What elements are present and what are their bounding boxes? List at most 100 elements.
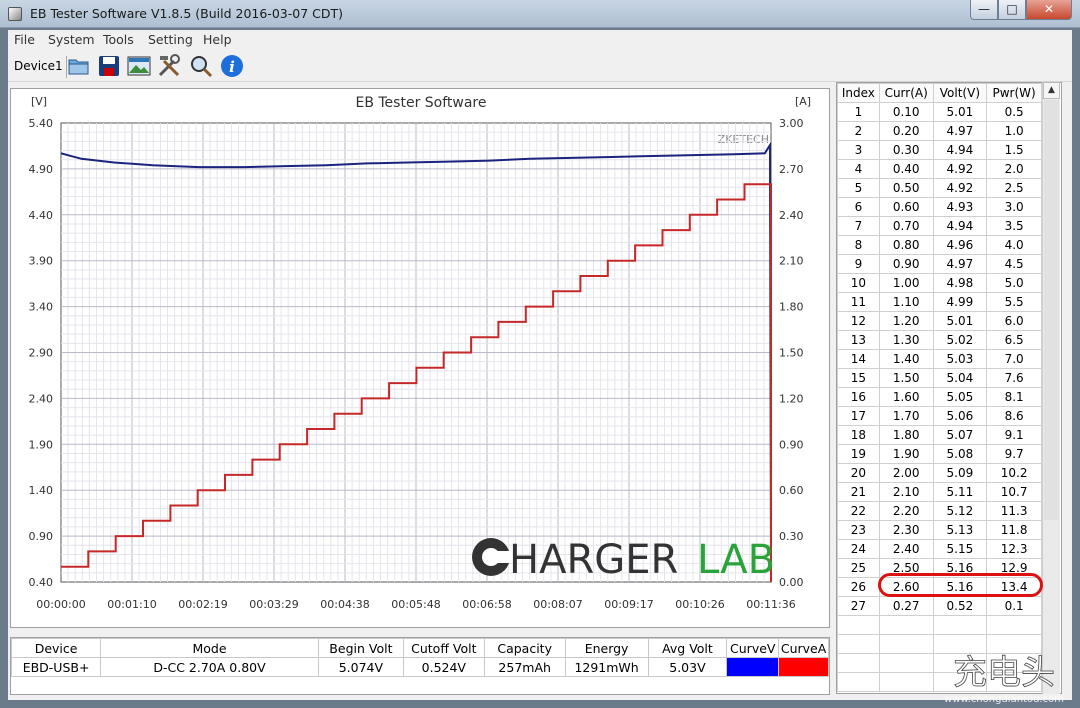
table-row[interactable]: 3 0.30 4.94 1.5 xyxy=(837,140,1042,160)
table-row[interactable]: 18 1.80 5.07 9.1 xyxy=(837,425,1042,445)
table-cell: 3.5 xyxy=(986,216,1042,236)
table-row[interactable]: 15 1.50 5.04 7.6 xyxy=(837,368,1042,388)
table-cell-empty xyxy=(986,672,1042,692)
window-title: EB Tester Software V1.8.5 (Build 2016-03… xyxy=(30,6,343,21)
menu-file[interactable]: File xyxy=(14,32,35,47)
table-cell: 2 xyxy=(837,121,880,141)
x-tick-label: 00:00:00 xyxy=(36,598,85,611)
table-cell: 1.20 xyxy=(878,311,934,331)
menu-help[interactable]: Help xyxy=(203,32,232,47)
table-row[interactable]: 27 0.27 0.52 0.1 xyxy=(837,596,1042,616)
table-row-empty xyxy=(837,672,1042,692)
chart-grid xyxy=(60,122,772,583)
table-cell: 5.07 xyxy=(932,425,988,445)
table-row[interactable]: 11 1.10 4.99 5.5 xyxy=(837,292,1042,312)
settings-tools-icon[interactable] xyxy=(156,53,182,79)
table-cell: 19 xyxy=(837,444,880,464)
table-row[interactable]: 21 2.10 5.11 10.7 xyxy=(837,482,1042,502)
table-cell: 5.09 xyxy=(932,463,988,483)
toolbar-separator xyxy=(66,56,67,78)
table-row[interactable]: 7 0.70 4.94 3.5 xyxy=(837,216,1042,236)
info-icon[interactable]: i xyxy=(219,53,245,79)
summary-value-cell: 5.03V xyxy=(647,657,728,677)
curve-a-color-swatch[interactable] xyxy=(778,657,829,677)
table-row[interactable]: 8 0.80 4.96 4.0 xyxy=(837,235,1042,255)
table-cell-empty xyxy=(878,653,934,673)
table-header-cell[interactable]: Pwr(W) xyxy=(986,83,1042,103)
table-row[interactable]: 22 2.20 5.12 11.3 xyxy=(837,501,1042,521)
table-cell: 24 xyxy=(837,539,880,559)
table-cell: 27 xyxy=(837,596,880,616)
table-cell: 2.00 xyxy=(878,463,934,483)
table-row[interactable]: 20 2.00 5.09 10.2 xyxy=(837,463,1042,483)
picture-icon[interactable] xyxy=(126,53,152,79)
table-cell: 2.0 xyxy=(986,159,1042,179)
x-tick-label: 00:10:26 xyxy=(675,598,724,611)
table-cell: 5.04 xyxy=(932,368,988,388)
toolbar: Device1 i xyxy=(8,50,1072,82)
table-scrollbar[interactable]: ▲ xyxy=(1042,82,1060,694)
table-row[interactable]: 6 0.60 4.93 3.0 xyxy=(837,197,1042,217)
open-icon[interactable] xyxy=(66,53,92,79)
table-row[interactable]: 19 1.90 5.08 9.7 xyxy=(837,444,1042,464)
table-cell: 4 xyxy=(837,159,880,179)
table-cell: 8.1 xyxy=(986,387,1042,407)
x-tick-label: 00:11:36 xyxy=(746,598,795,611)
table-cell: 5.03 xyxy=(932,349,988,369)
table-cell: 1.70 xyxy=(878,406,934,426)
scroll-thumb[interactable] xyxy=(1044,100,1059,520)
table-row[interactable]: 26 2.60 5.16 13.4 xyxy=(837,577,1042,597)
table-row[interactable]: 4 0.40 4.92 2.0 xyxy=(837,159,1042,179)
table-row[interactable]: 13 1.30 5.02 6.5 xyxy=(837,330,1042,350)
summary-header-cell: CurveV xyxy=(726,638,780,658)
summary-value-cell: D-CC 2.70A 0.80V xyxy=(100,657,319,677)
table-cell: 4.97 xyxy=(932,254,988,274)
zoom-icon[interactable] xyxy=(188,53,214,79)
y-right-tick-label: 3.00 xyxy=(779,117,804,130)
curve-v-color-swatch[interactable] xyxy=(726,657,780,677)
minimize-button[interactable]: — xyxy=(970,0,998,20)
table-row[interactable]: 16 1.60 5.05 8.1 xyxy=(837,387,1042,407)
table-cell: 7.0 xyxy=(986,349,1042,369)
table-row[interactable]: 23 2.30 5.13 11.8 xyxy=(837,520,1042,540)
y-left-tick-label: 5.40 xyxy=(29,117,54,130)
y-left-tick-label: 3.40 xyxy=(29,301,54,314)
table-header-cell[interactable]: Curr(A) xyxy=(878,83,934,103)
table-body: 1 0.10 5.01 0.5 2 0.20 4.97 1.0 3 0.30 4.94 1.5 4 0.4… xyxy=(837,102,1042,692)
menu-setting[interactable]: Setting xyxy=(148,32,193,47)
table-row[interactable]: 2 0.20 4.97 1.0 xyxy=(837,121,1042,141)
close-button[interactable]: ✕ xyxy=(1026,0,1072,20)
summary-panel: Device Mode Begin Volt Cutoff Volt Capacity E… xyxy=(10,637,830,695)
table-row[interactable]: 24 2.40 5.15 12.3 xyxy=(837,539,1042,559)
table-row[interactable]: 5 0.50 4.92 2.5 xyxy=(837,178,1042,198)
table-row[interactable]: 9 0.90 4.97 4.5 xyxy=(837,254,1042,274)
table-cell: 4.96 xyxy=(932,235,988,255)
chart-panel: EB Tester Software [V] [A] ZKETECH 5.40 4… xyxy=(10,88,830,628)
table-row[interactable]: 17 1.70 5.06 8.6 xyxy=(837,406,1042,426)
table-cell: 9 xyxy=(837,254,880,274)
left-axis-unit: [V] xyxy=(31,95,47,108)
maximize-button[interactable]: □ xyxy=(998,0,1026,20)
table-cell: 8 xyxy=(837,235,880,255)
table-header-cell[interactable]: Volt(V) xyxy=(932,83,988,103)
table-row[interactable]: 14 1.40 5.03 7.0 xyxy=(837,349,1042,369)
device-tab[interactable]: Device1 xyxy=(14,59,63,73)
table-cell: 3 xyxy=(837,140,880,160)
menu-tools[interactable]: Tools xyxy=(103,32,134,47)
summary-header-cell: Capacity xyxy=(483,638,566,658)
table-header-cell[interactable]: Index xyxy=(837,83,880,103)
table-cell: 10 xyxy=(837,273,880,293)
table-row[interactable]: 10 1.00 4.98 5.0 xyxy=(837,273,1042,293)
table-cell-empty xyxy=(878,672,934,692)
menu-system[interactable]: System xyxy=(48,32,95,47)
table-cell: 5.0 xyxy=(986,273,1042,293)
readings-table-panel[interactable]: Index Curr(A) Volt(V) Pwr(W) 1 0.10 5.01 0.5 2 0… xyxy=(836,82,1062,694)
table-cell: 8.6 xyxy=(986,406,1042,426)
table-row[interactable]: 12 1.20 5.01 6.0 xyxy=(837,311,1042,331)
table-row[interactable]: 1 0.10 5.01 0.5 xyxy=(837,102,1042,122)
right-axis-unit: [A] xyxy=(795,95,811,108)
scroll-up-button[interactable]: ▲ xyxy=(1043,82,1060,99)
table-cell: 10.2 xyxy=(986,463,1042,483)
save-icon[interactable] xyxy=(96,53,122,79)
y-left-tick-label: 4.90 xyxy=(29,163,54,176)
